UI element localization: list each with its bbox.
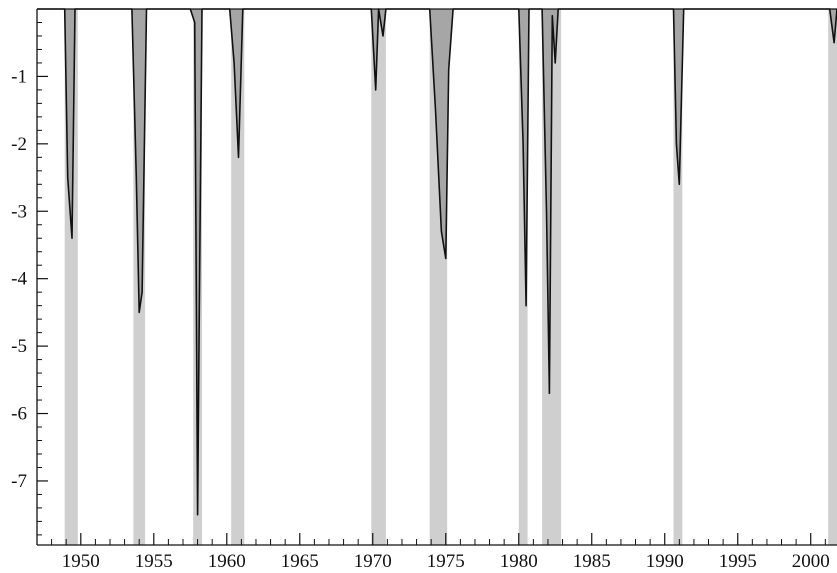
recession-band-8 [673,9,683,545]
y-tick-label: -7 [11,471,27,492]
x-tick-label: 1965 [281,551,319,572]
x-tick-label: 2000 [792,551,830,572]
x-tick-label: 1990 [646,551,684,572]
series-area-0 [37,9,837,515]
recession-band-4 [371,9,386,545]
y-axis: -1 -2 -3 -4 -5 -6 -7 [11,21,48,536]
recession-bands [64,9,837,545]
x-tick-label: 1950 [62,551,100,572]
x-tick-label: 1985 [573,551,611,572]
y-tick-label: -5 [11,336,27,357]
y-tick-label: -6 [11,404,27,425]
y-tick-label: -4 [11,269,27,290]
x-tick-label: 1980 [500,551,538,572]
y-tick-label: -3 [11,201,27,222]
recession-band-3 [231,9,245,545]
recession-band-9 [828,9,837,545]
y-tick-label: -2 [11,134,27,155]
recession-band-6 [518,9,528,545]
y-tick-label: -1 [11,66,27,87]
x-tick-label: 1955 [135,551,173,572]
axes [36,8,837,546]
x-tick-label: 1970 [354,551,392,572]
x-tick-label: 1995 [719,551,757,572]
x-axis: 1950 1955 1960 1965 1970 1975 1980 1985 1990 1995… [36,533,830,572]
x-tick-label: 1975 [427,551,465,572]
x-tick-label: 1960 [208,551,246,572]
